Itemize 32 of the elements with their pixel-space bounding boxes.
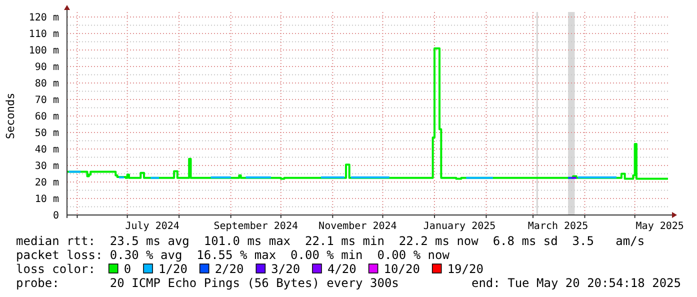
text: median rtt: 23.5 ms avg 101.0 ms max 22.1 ms min 22.2 ms now 6.8 ms sd 3.5 am/s: [16, 234, 645, 248]
y-tick-label: 90 m: [34, 62, 59, 73]
legend-label: 19/20: [447, 262, 484, 276]
text: end: Tue May 20 20:54:18 2025: [471, 276, 681, 290]
x-tick-label: July 2024: [125, 221, 180, 232]
y-tick-label: 120 m: [28, 12, 59, 24]
y-tick-label: 20 m: [34, 178, 59, 188]
legend-label: 10/20: [384, 262, 420, 276]
x-tick-label: May 2025: [636, 221, 684, 232]
y-tick-label: 10 m: [34, 194, 59, 205]
x-tick-label: November 2024: [318, 221, 397, 232]
y-tick-label: 0: [52, 210, 59, 222]
x-tick-label: March 2025: [528, 221, 588, 232]
legend-label: 1/20: [158, 262, 188, 276]
y-tick-label: 80 m: [34, 78, 59, 90]
y-tick-label: 30 m: [34, 161, 59, 172]
y-tick-label: 50 m: [34, 128, 59, 139]
y-tick-label: 70 m: [34, 95, 59, 106]
x-tick-label: January 2025: [423, 221, 496, 232]
legend-label: 2/20: [214, 262, 244, 276]
legend-label: 4/20: [327, 262, 356, 276]
y-tick-label: 100 m: [28, 46, 59, 56]
legend-title: loss color:: [16, 262, 96, 276]
text: packet loss: 0.30 % avg 16.55 % max 0.00 % min 0.00 % now: [16, 248, 450, 262]
legend-label: 0: [124, 262, 132, 276]
y-tick-label: 110 m: [28, 29, 59, 40]
text: probe: 20 ICMP Echo Pings (56 Bytes) every 300s: [16, 276, 399, 290]
y-tick-label: 60 m: [34, 112, 59, 122]
y-tick-label: 40 m: [34, 144, 59, 156]
x-tick-label: September 2024: [214, 221, 298, 232]
legend-label: 3/20: [271, 262, 300, 276]
y-axis-title: Seconds: [4, 92, 17, 140]
